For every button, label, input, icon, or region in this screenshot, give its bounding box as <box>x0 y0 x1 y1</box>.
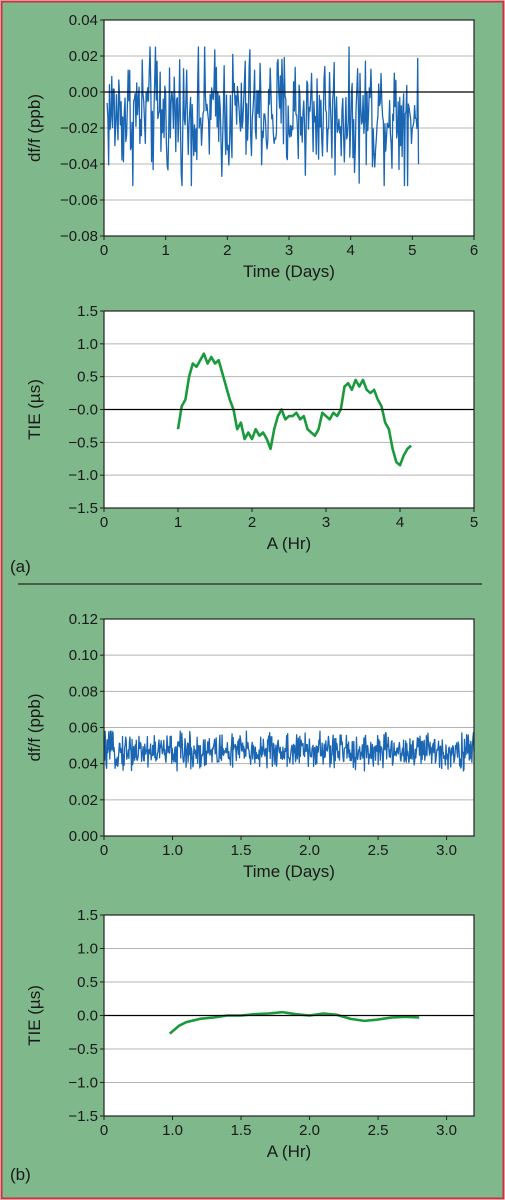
series-line <box>168 1010 420 1035</box>
x-tick-label: 4 <box>346 242 354 259</box>
x-tick-label: 1 <box>161 242 169 259</box>
y-axis-label: TIE (µs) <box>25 379 44 440</box>
y-tick-label: −1.0 <box>68 467 98 484</box>
x-tick-label: 1.5 <box>231 842 252 859</box>
x-tick-label: 1.0 <box>162 1122 183 1139</box>
x-tick-label: 2 <box>248 514 256 531</box>
y-axis-label: df/f (ppb) <box>25 94 44 162</box>
y-tick-label: −0.04 <box>60 156 98 173</box>
x-tick-label: 1.5 <box>231 1122 252 1139</box>
x-tick-label: 3 <box>285 242 293 259</box>
y-tick-label: 0.00 <box>69 828 98 845</box>
y-tick-label: 0.04 <box>69 12 98 29</box>
panel-label-b: (b) <box>10 1165 31 1184</box>
x-tick-label: 0 <box>100 1122 108 1139</box>
y-tick-label: 1.0 <box>77 941 98 958</box>
x-tick-label: 2 <box>223 242 231 259</box>
charts: −0.08−0.06−0.04−0.020.000.020.040 1 2 3 4 5 6T… <box>25 12 478 1161</box>
y-tick-label: 0.5 <box>77 974 98 991</box>
x-axis-label: Time (Days) <box>243 262 335 281</box>
x-tick-label: 2.5 <box>368 842 389 859</box>
x-axis-label: A (Hr) <box>267 534 311 553</box>
y-tick-label: 0.10 <box>69 647 98 664</box>
y-tick-label: −0.5 <box>68 1041 98 1058</box>
y-tick-label: 1.0 <box>77 336 98 353</box>
x-tick-label: 3.0 <box>436 842 457 859</box>
y-tick-label: −0.0 <box>68 402 98 419</box>
y-axis-label: TIE (µs) <box>25 985 44 1046</box>
panel-label-a: (a) <box>10 557 31 576</box>
y-tick-label: 1.5 <box>77 303 98 320</box>
series-line <box>103 730 475 772</box>
chart-2: −1.5 −1.0 −0.5 −0.0 0.5 1.0 1.5 0 1 2 3 4 5 A (Hr) TIE… <box>25 303 478 553</box>
series-line <box>176 352 412 467</box>
y-tick-label: −1.0 <box>68 1075 98 1092</box>
y-tick-label: 0.5 <box>77 369 98 386</box>
series-line <box>106 46 420 187</box>
y-tick-label: 0.0 <box>77 1008 98 1025</box>
y-tick-label: −0.02 <box>60 120 98 137</box>
y-tick-label: −0.5 <box>68 434 98 451</box>
x-tick-label: 5 <box>408 242 416 259</box>
x-tick-label: 5 <box>470 514 478 531</box>
y-tick-label: 0.12 <box>69 611 98 628</box>
y-tick-label: 0.02 <box>69 48 98 65</box>
chart-4: −1.5 −1.0 −0.5 0.0 0.5 1.0 1.5 0 1.0 1.5 2.0 2.5 3.0… <box>25 907 475 1161</box>
y-tick-label: 1.5 <box>77 907 98 924</box>
y-tick-label: 0.04 <box>69 756 98 773</box>
x-axis-label: Time (Days) <box>243 862 335 881</box>
x-tick-label: 0 <box>100 842 108 859</box>
y-tick-label: −1.5 <box>68 1108 98 1125</box>
y-tick-label: 0.06 <box>69 720 98 737</box>
x-tick-label: 0 <box>100 242 108 259</box>
y-tick-label: 0.08 <box>69 683 98 700</box>
y-tick-label: 0.02 <box>69 792 98 809</box>
x-tick-label: 1.0 <box>162 842 183 859</box>
x-tick-label: 2.0 <box>299 842 320 859</box>
x-tick-label: 6 <box>470 242 478 259</box>
y-tick-label: −0.06 <box>60 192 98 209</box>
chart-1: −0.08 −0.06 −0.04 −0.02 0.00 0.02 0.04 0 1 2 3 4 5 6 T… <box>25 12 478 281</box>
y-tick-label: −1.5 <box>68 500 98 517</box>
x-tick-label: 2.5 <box>368 1122 389 1139</box>
x-tick-label: 2.0 <box>299 1122 320 1139</box>
y-axis-label: df/f (ppb) <box>25 693 44 761</box>
x-tick-label: 3 <box>322 514 330 531</box>
x-axis-label: A (Hr) <box>267 1142 311 1161</box>
x-tick-label: 4 <box>396 514 404 531</box>
y-tick-label: 0.00 <box>69 84 98 101</box>
x-tick-label: 0 <box>100 514 108 531</box>
chart-3: 0.00 0.02 0.04 0.06 0.08 0.10 0.12 0 1.0 1.5 2.0 2.… <box>25 611 475 881</box>
y-tick-label: −0.08 <box>60 228 98 245</box>
x-tick-label: 3.0 <box>436 1122 457 1139</box>
x-tick-label: 1 <box>174 514 182 531</box>
